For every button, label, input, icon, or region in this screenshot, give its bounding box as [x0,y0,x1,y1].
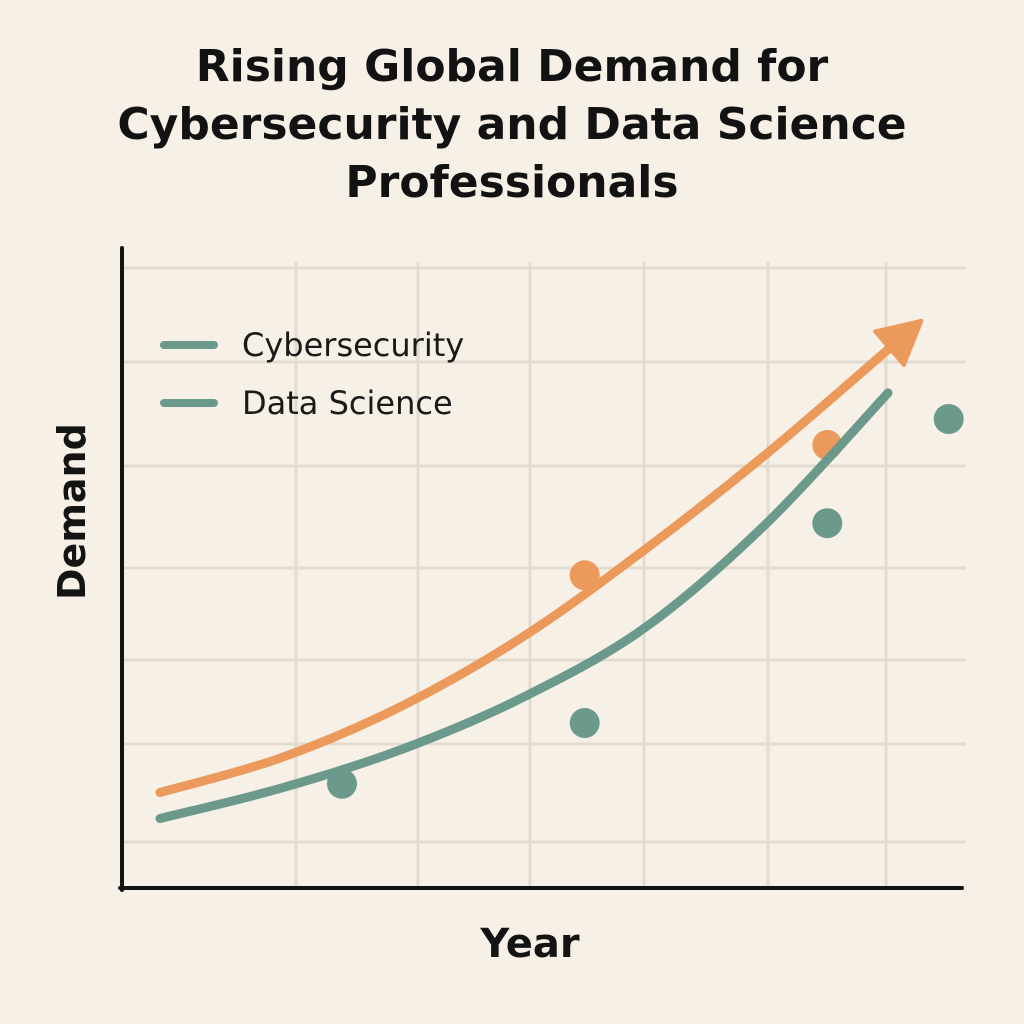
x-axis-label: Year [480,921,580,967]
data-point-data-science-1 [569,708,600,738]
legend-item-data-science: Data Science [160,374,464,432]
data-point-data-science-3 [933,404,964,434]
legend-label-data-science: Data Science [242,384,453,422]
series-arrowhead-cybersecurity [873,318,924,367]
series-line-cybersecurity [155,339,899,797]
legend-swatch-cybersecurity [160,341,218,349]
chart-title-line-3: Professionals [345,157,679,208]
data-point-data-science-2 [812,508,843,539]
legend-label-cybersecurity: Cybersecurity [242,326,465,364]
data-point-data-science-0 [327,768,357,799]
chart-title: Rising Global Demand for Cybersecurity a… [40,38,984,212]
series-line-data-science [155,388,893,823]
chart-title-line-1: Rising Global Demand for [195,41,829,92]
y-axis-label: Demand [50,423,94,600]
data-point-cybersecurity-0 [569,560,600,591]
legend-swatch-data-science [160,399,218,407]
legend-item-cybersecurity: Cybersecurity [160,316,464,374]
chart-legend: Cybersecurity Data Science [160,316,464,432]
chart-title-line-2: Cybersecurity and Data Science [117,99,907,150]
